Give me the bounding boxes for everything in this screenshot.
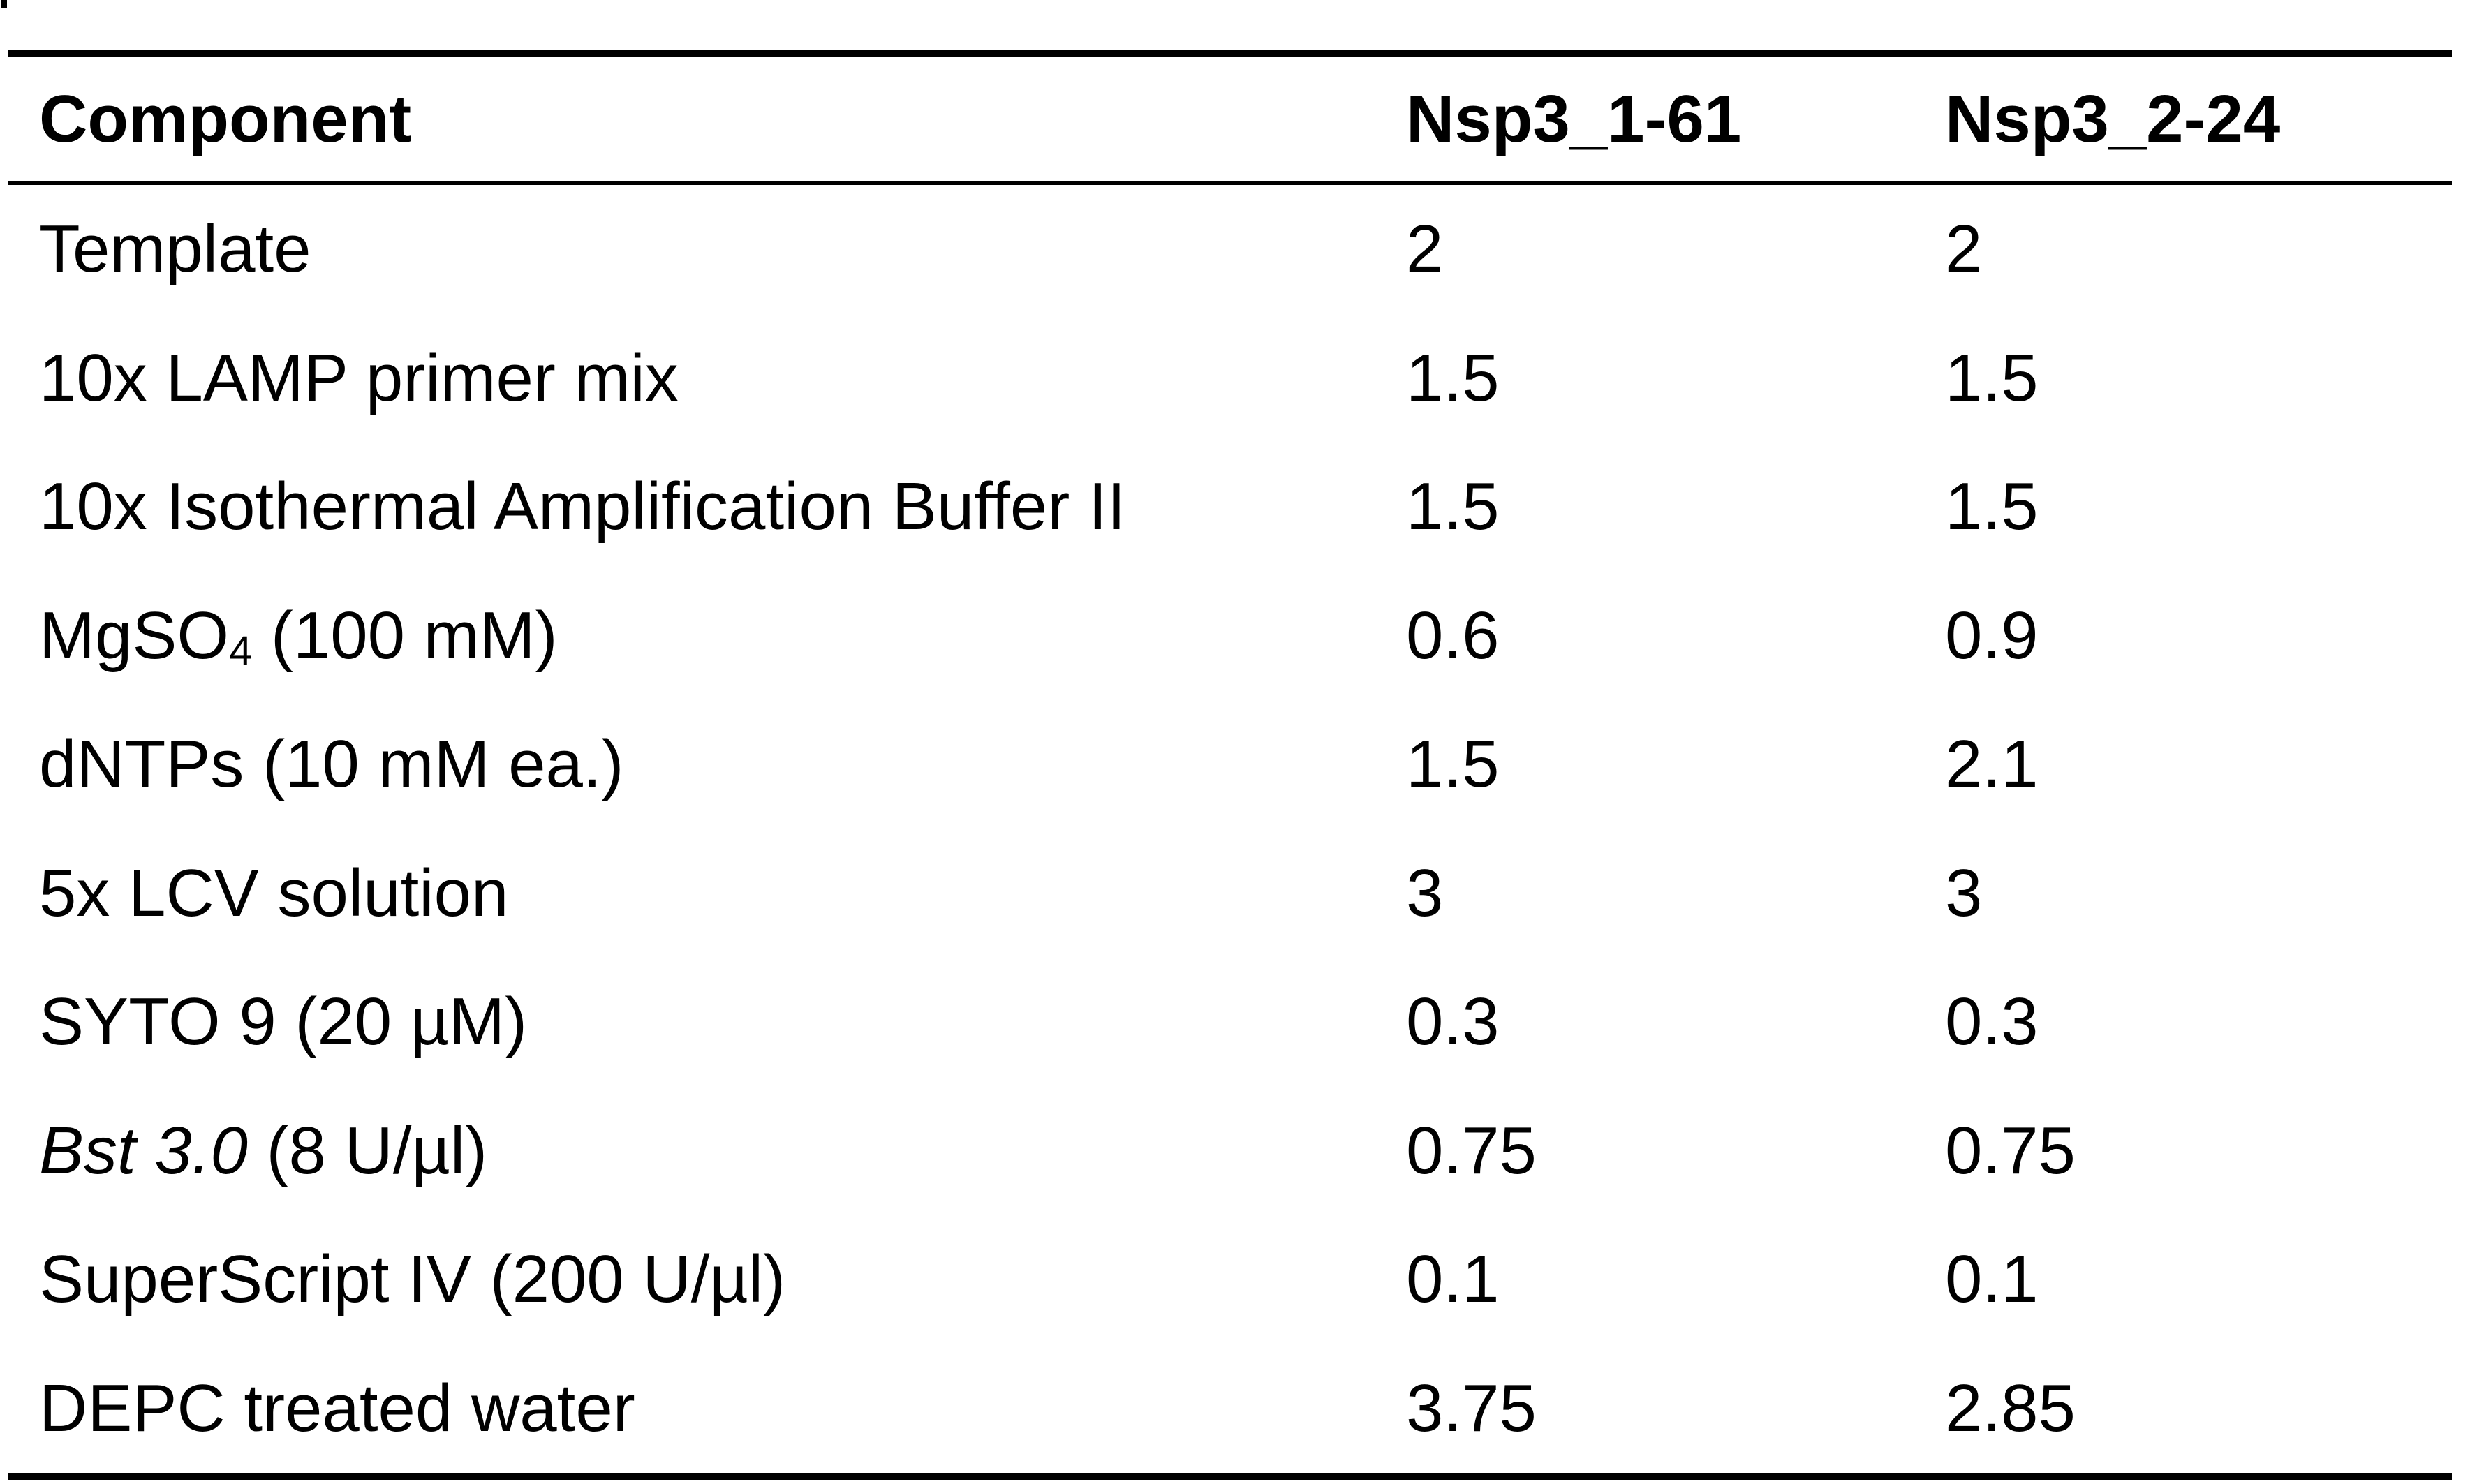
row-value-nsp3-2-24: 0.1 bbox=[1945, 1242, 2039, 1317]
row-value-nsp3-1-61: 0.75 bbox=[1406, 1113, 1537, 1188]
row-value-nsp3-2-24: 0.3 bbox=[1945, 984, 2039, 1060]
row-component: MgSO4 (100 mM) bbox=[8, 572, 1375, 701]
row-value-nsp3-1-61: 0.6 bbox=[1406, 598, 1500, 673]
row-component: DEPC treated water bbox=[39, 1370, 635, 1446]
row-value-nsp3-2-24: 1.5 bbox=[1945, 469, 2039, 544]
table-header: Component Nsp3_1-61 Nsp3_2-24 bbox=[8, 54, 2452, 184]
table-row: MgSO4 (100 mM) 0.6 0.9 bbox=[8, 572, 2452, 701]
row-value-nsp3-2-24: 3 bbox=[1945, 855, 1983, 930]
component-suffix: (8 U/µl) bbox=[247, 1113, 488, 1188]
table-row: SYTO 9 (20 µM) 0.3 0.3 bbox=[8, 958, 2452, 1087]
table-row: 5x LCV solution 3 3 bbox=[8, 829, 2452, 958]
table-row: DEPC treated water 3.75 2.85 bbox=[8, 1344, 2452, 1476]
component-suffix: (100 mM) bbox=[252, 598, 558, 673]
row-value-nsp3-1-61: 1.5 bbox=[1406, 340, 1500, 415]
row-value-nsp3-2-24: 2.85 bbox=[1945, 1370, 2076, 1446]
table-row: Template 2 2 bbox=[8, 184, 2452, 314]
table-row: dNTPs (10 mM ea.) 1.5 2.1 bbox=[8, 700, 2452, 829]
row-component: dNTPs (10 mM ea.) bbox=[39, 727, 624, 802]
row-value-nsp3-1-61: 0.1 bbox=[1406, 1242, 1500, 1317]
row-value-nsp3-1-61: 1.5 bbox=[1406, 469, 1500, 544]
table-row: SuperScript IV (200 U/µl) 0.1 0.1 bbox=[8, 1215, 2452, 1344]
row-component: 10x LAMP primer mix bbox=[39, 340, 679, 415]
row-component: 5x LCV solution bbox=[39, 855, 509, 930]
header-nsp3-1-61: Nsp3_1-61 bbox=[1406, 82, 1742, 156]
row-value-nsp3-1-61: 3 bbox=[1406, 855, 1444, 930]
table-row: 10x Isothermal Amplification Buffer II 1… bbox=[8, 443, 2452, 572]
row-value-nsp3-2-24: 2 bbox=[1945, 212, 1983, 287]
table-body: Template 2 2 10x LAMP primer mix 1.5 1.5… bbox=[8, 184, 2452, 1476]
row-value-nsp3-1-61: 3.75 bbox=[1406, 1370, 1537, 1446]
component-prefix: MgSO bbox=[39, 598, 230, 673]
header-component: Component bbox=[39, 82, 412, 156]
row-component: Bst 3.0 (8 U/µl) bbox=[8, 1087, 1375, 1216]
row-value-nsp3-1-61: 2 bbox=[1406, 212, 1444, 287]
row-value-nsp3-2-24: 0.75 bbox=[1945, 1113, 2076, 1188]
header-nsp3-2-24: Nsp3_2-24 bbox=[1945, 82, 2281, 156]
row-value-nsp3-2-24: 1.5 bbox=[1945, 340, 2039, 415]
row-value-nsp3-1-61: 1.5 bbox=[1406, 727, 1500, 802]
clipped-text-fragment bbox=[1, 0, 7, 8]
row-value-nsp3-1-61: 0.3 bbox=[1406, 984, 1500, 1060]
row-component: Template bbox=[39, 212, 311, 287]
row-value-nsp3-2-24: 0.9 bbox=[1945, 598, 2039, 673]
row-component: SuperScript IV (200 U/µl) bbox=[39, 1242, 786, 1317]
table-row: Bst 3.0 (8 U/µl) 0.75 0.75 bbox=[8, 1087, 2452, 1216]
component-subscript: 4 bbox=[229, 628, 253, 675]
reagent-table: Component Nsp3_1-61 Nsp3_2-24 Template 2… bbox=[8, 50, 2452, 1480]
row-value-nsp3-2-24: 2.1 bbox=[1945, 727, 2039, 802]
header-row: Component Nsp3_1-61 Nsp3_2-24 bbox=[8, 54, 2452, 184]
row-component: 10x Isothermal Amplification Buffer II bbox=[39, 469, 1126, 544]
component-italic: Bst 3.0 bbox=[39, 1113, 248, 1188]
table-row: 10x LAMP primer mix 1.5 1.5 bbox=[8, 314, 2452, 443]
row-component: SYTO 9 (20 µM) bbox=[39, 984, 528, 1060]
